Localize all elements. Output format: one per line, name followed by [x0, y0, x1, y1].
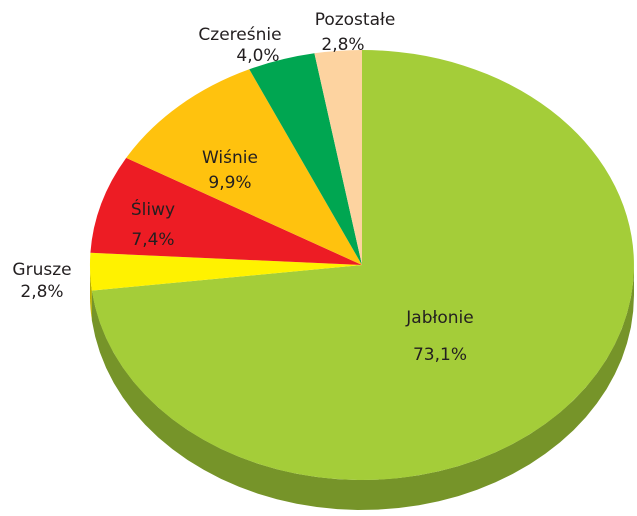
slice-value-label: 4,0%	[236, 46, 279, 66]
slice-label: Śliwy	[131, 198, 175, 220]
slice	[91, 50, 634, 481]
slice-value-label: 2,8%	[321, 35, 364, 55]
slice	[126, 69, 362, 265]
slice-value-label: 2,8%	[20, 282, 63, 302]
slice	[314, 49, 362, 266]
slice-value-label: 73,1%	[413, 345, 467, 365]
slice-label: Grusze	[12, 260, 71, 280]
slice	[89, 252, 362, 291]
slice	[249, 53, 362, 265]
slice-label: Jabłonie	[405, 308, 473, 328]
slice-value-label: 9,9%	[208, 173, 251, 193]
slice-side	[90, 265, 92, 321]
slice-label: Czereśnie	[198, 25, 281, 45]
slice-label: Pozostałe	[315, 10, 396, 30]
slice-label: Wiśnie	[202, 148, 258, 168]
slice	[90, 157, 363, 265]
slice-value-label: 7,4%	[131, 230, 174, 250]
